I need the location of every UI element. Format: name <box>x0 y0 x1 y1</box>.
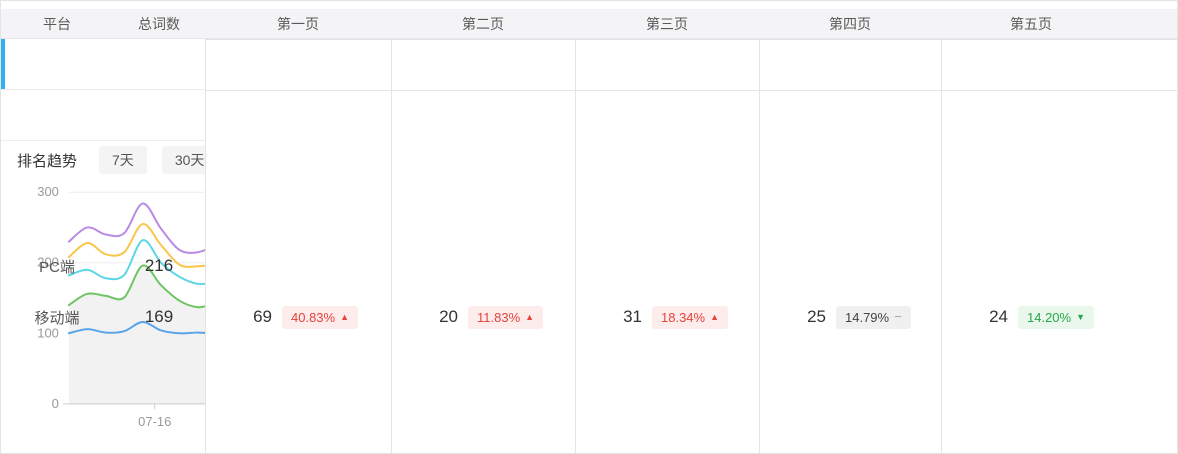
trend-section-title: 排名趋势 <box>17 152 78 170</box>
page-percent-badge: 18.34% ▲ <box>652 305 729 329</box>
page-percent-badge: 14.20% ▼ <box>1018 305 1095 329</box>
total-words: 216 <box>144 256 174 275</box>
col-header-platform: 平台 <box>43 15 71 32</box>
col-header-total: 总词数 <box>138 15 180 32</box>
platform-name: 移动端 <box>34 309 80 327</box>
table-row-mobile[interactable]: 移动端 169 69 40.83% ▲ 20 11.83% ▲ 31 18.34%… <box>1 90 1177 453</box>
page-count: 25 <box>807 307 826 326</box>
x-axis-label: 07-16 <box>138 414 171 429</box>
page-5-cell: 24 14.20% ▼ <box>941 90 1177 453</box>
up-trend-icon: ▲ <box>710 312 720 322</box>
page-count: 31 <box>623 307 642 326</box>
top-strip <box>1 1 1177 9</box>
page-percent-badge: 11.83% ▲ <box>468 305 544 329</box>
up-trend-icon: ▲ <box>525 312 535 322</box>
total-words: 169 <box>144 307 174 326</box>
flat-trend-icon: − <box>894 309 902 324</box>
up-trend-icon: ▲ <box>340 312 350 322</box>
y-axis-label: 100 <box>37 325 59 340</box>
table-header: 平台 总词数 第一页 第二页 第三页 第四页 第五页 <box>1 9 1177 39</box>
col-header-page-2: 第二页 <box>462 15 504 32</box>
page-percent-badge: 40.83% ▲ <box>282 305 359 329</box>
col-header-page-4: 第四页 <box>829 15 871 32</box>
page-count: 24 <box>989 307 1008 326</box>
y-axis-label: 200 <box>37 255 59 270</box>
page-percent-badge: 14.79% − <box>836 305 911 329</box>
page-count: 20 <box>439 307 458 326</box>
range-tab-1[interactable]: 7天 <box>99 146 147 174</box>
col-header-page-5: 第五页 <box>1010 15 1052 32</box>
col-header-page-3: 第三页 <box>646 15 688 32</box>
down-trend-icon: ▼ <box>1076 312 1086 322</box>
page-count: 69 <box>253 307 272 326</box>
y-axis-label: 0 <box>52 396 59 411</box>
y-axis-label: 300 <box>37 184 59 199</box>
col-header-page-1: 第一页 <box>277 15 319 32</box>
platform-name: PC端 <box>39 258 75 276</box>
